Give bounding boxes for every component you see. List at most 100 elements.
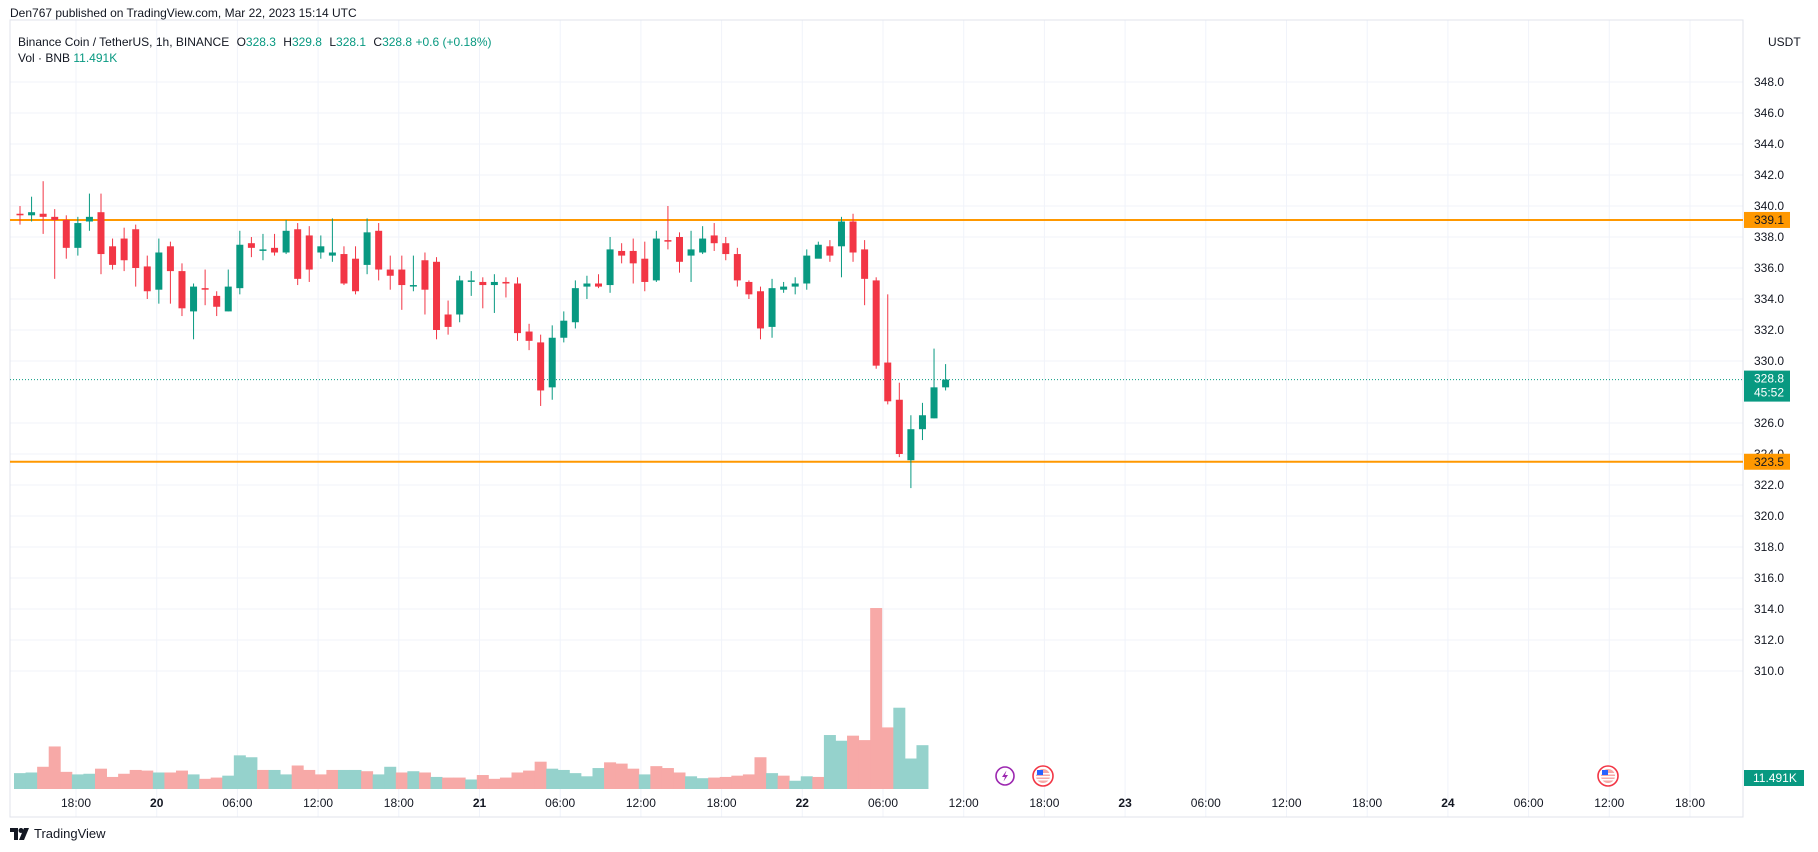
candle xyxy=(143,255,151,299)
volume-bar xyxy=(904,758,917,789)
candle xyxy=(398,255,406,310)
us-flag-event-icon[interactable] xyxy=(1597,765,1619,787)
time-tick-label: 06:00 xyxy=(545,796,575,810)
time-tick-label: 18:00 xyxy=(707,796,737,810)
svg-text:339.1: 339.1 xyxy=(1754,213,1784,227)
price-tick-label: 316.0 xyxy=(1754,571,1784,585)
time-tick-label: 22 xyxy=(796,796,810,810)
volume-bar xyxy=(418,772,431,789)
volume-bar xyxy=(37,766,50,789)
level-price-badge: 339.1 xyxy=(1744,211,1790,228)
volume-bar xyxy=(384,766,397,789)
volume-bar xyxy=(25,772,38,789)
price-badges: 339.1 323.5 328.845:52 11.491K xyxy=(1744,211,1804,786)
volume-bar xyxy=(314,774,327,789)
volume-bar xyxy=(199,778,212,789)
candle xyxy=(641,241,649,292)
candle xyxy=(120,227,128,272)
candle xyxy=(328,218,336,262)
volume-bar xyxy=(280,774,293,789)
candle xyxy=(352,246,360,295)
candle xyxy=(271,233,279,256)
time-tick-label: 12:00 xyxy=(1271,796,1301,810)
candle xyxy=(97,193,105,275)
volume-bar xyxy=(800,776,813,789)
candle xyxy=(305,226,313,282)
volume-bar xyxy=(604,762,617,789)
candle xyxy=(687,230,695,282)
candle xyxy=(386,255,394,290)
volume-bar xyxy=(673,772,686,789)
volume-bar xyxy=(395,772,408,789)
volume-bar xyxy=(349,769,362,789)
price-tick-label: 326.0 xyxy=(1754,416,1784,430)
volume-bar xyxy=(94,768,107,789)
change-value: +0.6 (+0.18%) xyxy=(415,35,492,49)
brand-name: TradingView xyxy=(34,826,106,841)
event-markers[interactable] xyxy=(995,765,1619,787)
time-tick-label: 18:00 xyxy=(61,796,91,810)
published-caption: Den767 published on TradingView.com, Mar… xyxy=(10,6,357,20)
price-tick-label: 346.0 xyxy=(1754,106,1784,120)
volume-bar xyxy=(731,775,744,789)
candle xyxy=(259,233,267,261)
candle xyxy=(166,241,174,304)
volume-bar xyxy=(48,746,61,789)
candle xyxy=(16,206,24,225)
volume-bar xyxy=(476,775,489,789)
volume-label: Vol · BNB xyxy=(18,51,71,65)
time-tick-label: 18:00 xyxy=(1029,796,1059,810)
volume-bar xyxy=(164,772,177,789)
volume-bar xyxy=(118,773,131,789)
time-tick-label: 06:00 xyxy=(1191,796,1221,810)
volume-bar xyxy=(256,769,269,789)
candle xyxy=(282,219,290,255)
time-tick-label: 12:00 xyxy=(1594,796,1624,810)
candle xyxy=(606,237,614,293)
svg-text:323.5: 323.5 xyxy=(1754,455,1784,469)
volume-bar xyxy=(407,771,420,789)
volume-bar xyxy=(222,775,235,789)
tradingview-footer[interactable]: TradingView xyxy=(10,826,106,841)
volume-bar xyxy=(71,774,84,789)
price-tick-label: 310.0 xyxy=(1754,664,1784,678)
time-tick-label: 23 xyxy=(1118,796,1132,810)
us-flag-event-icon[interactable] xyxy=(1032,765,1054,787)
candle xyxy=(62,215,70,259)
candle xyxy=(548,325,556,400)
price-tick-label: 322.0 xyxy=(1754,478,1784,492)
close-value: 328.8 xyxy=(382,35,413,49)
volume-bar xyxy=(488,778,501,789)
volume-bar xyxy=(442,777,455,789)
volume-bar xyxy=(766,773,779,789)
candle xyxy=(675,232,683,273)
volume-bar xyxy=(708,777,721,789)
time-tick-label: 12:00 xyxy=(626,796,656,810)
price-tick-label: 342.0 xyxy=(1754,168,1784,182)
price-axis-ticks: 348.0 346.0 344.0 342.0 340.0 338.0 336.0 334.0… xyxy=(1754,75,1784,678)
price-tick-label: 314.0 xyxy=(1754,602,1784,616)
candle xyxy=(109,238,117,270)
candle xyxy=(560,311,568,343)
candle xyxy=(780,281,788,293)
high-key: H xyxy=(283,35,292,49)
candle xyxy=(664,206,672,250)
dividend-icon[interactable] xyxy=(995,766,1015,786)
volume-bar xyxy=(592,768,605,789)
svg-text:45:52: 45:52 xyxy=(1754,386,1784,400)
level-price-badge: 323.5 xyxy=(1744,453,1790,470)
candle xyxy=(28,196,36,222)
price-tick-label: 312.0 xyxy=(1754,633,1784,647)
candle xyxy=(595,274,602,289)
volume-bar xyxy=(245,757,258,789)
price-tick-label: 338.0 xyxy=(1754,230,1784,244)
candle xyxy=(722,237,730,261)
volume-bar xyxy=(835,740,848,789)
candle xyxy=(236,230,244,295)
volume-bar xyxy=(754,757,767,789)
candle xyxy=(745,280,753,299)
candle xyxy=(409,255,417,292)
volume-bar xyxy=(789,780,802,789)
volume-bar xyxy=(511,772,524,789)
